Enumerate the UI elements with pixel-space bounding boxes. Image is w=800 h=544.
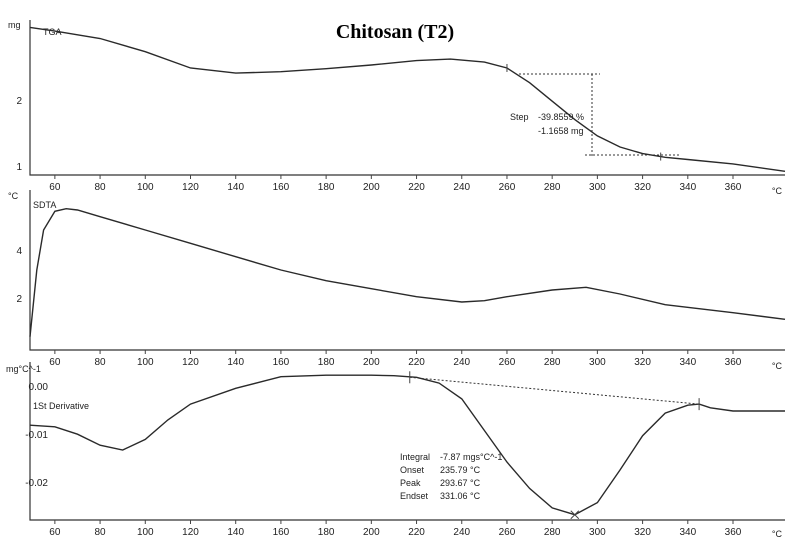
derivative-y-tick-label: -0.01 xyxy=(25,430,48,441)
derivative-x-tick-label: 100 xyxy=(137,527,154,538)
derivative-x-unit: °C xyxy=(772,529,783,539)
integral-label: Integral xyxy=(400,452,430,462)
sdta-x-tick-label: 340 xyxy=(679,357,696,368)
dynamic-chart-layer: 60 80 100 120 140 160 180 200 220 240 260 280 300 320… xyxy=(29,26,786,538)
sdta-x-tick-label: 100 xyxy=(137,357,154,368)
sdta-x-tick-label: 220 xyxy=(408,357,425,368)
sdta-y-unit: °C xyxy=(8,191,19,201)
tga-x-tick-label: 300 xyxy=(589,182,606,193)
tga-step-percent: -39.8559 % xyxy=(538,112,584,122)
tga-x-tick-label: 60 xyxy=(49,182,61,193)
tga-axes xyxy=(29,20,785,176)
sdta-y-tick-label: 2 xyxy=(16,294,22,305)
onset-value: 235.79 °C xyxy=(440,465,481,475)
derivative-x-tick-label: 260 xyxy=(499,527,516,538)
tga-x-tick-label: 120 xyxy=(182,182,199,193)
sdta-x-tick-label: 200 xyxy=(363,357,380,368)
derivative-x-tick-label: 220 xyxy=(408,527,425,538)
sdta-x-tick-label: 320 xyxy=(634,357,651,368)
derivative-x-tick-label: 320 xyxy=(634,527,651,538)
tga-x-tick-label: 260 xyxy=(499,182,516,193)
sdta-x-tick-label: 280 xyxy=(544,357,561,368)
sdta-panel: °C SDTA 4 2 °C xyxy=(8,190,785,371)
endset-label: Endset xyxy=(400,491,429,501)
integral-value: -7.87 mgs°C^-1 xyxy=(440,452,502,462)
derivative-x-tick-label: 180 xyxy=(318,527,335,538)
sdta-x-tick-label: 240 xyxy=(453,357,470,368)
derivative-x-tick-label: 300 xyxy=(589,527,606,538)
peak-label: Peak xyxy=(400,478,421,488)
tga-panel: mg TGA 2 1 °C Step -39.8559 % -1.1658 mg xyxy=(8,20,785,196)
tga-curve xyxy=(29,26,786,172)
tga-x-tick-label: 280 xyxy=(544,182,561,193)
tga-y-unit: mg xyxy=(8,20,21,30)
tga-y-tick-label: 1 xyxy=(16,162,22,173)
sdta-x-unit: °C xyxy=(772,361,783,371)
derivative-x-tick-label: 60 xyxy=(49,527,61,538)
derivative-x-tick-label: 240 xyxy=(453,527,470,538)
tga-x-tick-label: 80 xyxy=(95,182,107,193)
derivative-x-tick-label: 360 xyxy=(725,527,742,538)
tga-x-tick-label: 180 xyxy=(318,182,335,193)
tga-x-tick-label: 220 xyxy=(408,182,425,193)
sdta-x-tick-label: 60 xyxy=(49,357,61,368)
derivative-y-tick-label: -0.02 xyxy=(25,478,48,489)
derivative-x-tick-label: 280 xyxy=(544,527,561,538)
tga-x-tick-label: 100 xyxy=(137,182,154,193)
tga-panel-label: TGA xyxy=(43,27,62,37)
onset-label: Onset xyxy=(400,465,425,475)
sdta-x-tick-label: 80 xyxy=(95,357,107,368)
derivative-peak-marker xyxy=(570,510,580,520)
sdta-x-tick-label: 300 xyxy=(589,357,606,368)
sdta-x-tick-label: 180 xyxy=(318,357,335,368)
derivative-x-tick-label: 140 xyxy=(227,527,244,538)
derivative-axes xyxy=(29,362,785,521)
tga-x-tick-label: 240 xyxy=(453,182,470,193)
derivative-x-tick-label: 340 xyxy=(679,527,696,538)
derivative-x-tick-label: 120 xyxy=(182,527,199,538)
tga-x-tick-label: 200 xyxy=(363,182,380,193)
derivative-x-tick-label: 160 xyxy=(273,527,290,538)
endset-value: 331.06 °C xyxy=(440,491,481,501)
chart-title: Chitosan (T2) xyxy=(336,21,454,43)
sdta-curve xyxy=(29,207,786,337)
tga-x-tick-label: 140 xyxy=(227,182,244,193)
sdta-x-tick-label: 160 xyxy=(273,357,290,368)
tga-step-mass: -1.1658 mg xyxy=(538,126,584,136)
tga-x-unit: °C xyxy=(772,186,783,196)
tga-x-tick-label: 320 xyxy=(634,182,651,193)
sdta-x-tick-label: 260 xyxy=(499,357,516,368)
tga-step-label: Step xyxy=(510,112,529,122)
sdta-panel-label: SDTA xyxy=(33,200,56,210)
tga-x-tick-label: 360 xyxy=(725,182,742,193)
derivative-x-tick-label: 80 xyxy=(95,527,107,538)
derivative-y-unit: mg°C^-1 xyxy=(6,364,41,374)
sdta-x-tick-label: 140 xyxy=(227,357,244,368)
derivative-baseline xyxy=(409,376,700,405)
tga-y-tick-label: 2 xyxy=(16,96,22,107)
tga-x-tick-label: 340 xyxy=(679,182,696,193)
derivative-panel: mg°C^-1 1St Derivative 0.00 -0.01 -0.02 … xyxy=(6,362,785,539)
derivative-curve xyxy=(29,374,785,516)
derivative-y-tick-label: 0.00 xyxy=(29,382,49,393)
sdta-axes xyxy=(29,190,785,351)
derivative-panel-label: 1St Derivative xyxy=(33,401,89,411)
sdta-x-tick-label: 360 xyxy=(725,357,742,368)
peak-value: 293.67 °C xyxy=(440,478,481,488)
derivative-x-tick-label: 200 xyxy=(363,527,380,538)
sdta-x-tick-label: 120 xyxy=(182,357,199,368)
sdta-y-tick-label: 4 xyxy=(16,246,22,257)
tga-x-tick-label: 160 xyxy=(273,182,290,193)
